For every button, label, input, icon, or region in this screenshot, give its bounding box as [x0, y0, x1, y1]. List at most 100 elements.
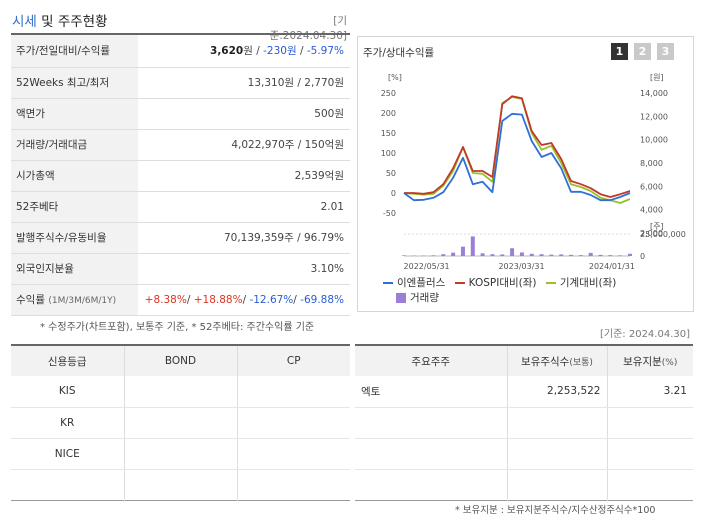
volume-tick-label: 25,000,000: [640, 230, 686, 239]
y-tick-label: 200: [381, 109, 396, 118]
volume-bar: [490, 254, 495, 256]
table-header: 주요주주 보유주식수(보통) 보유지분(%): [355, 345, 693, 376]
chart-tab-1[interactable]: 1: [611, 43, 628, 60]
volume-bar: [529, 253, 534, 256]
y2-tick-label: 4,000: [640, 206, 663, 215]
col-header: CP: [237, 345, 350, 376]
holder-shares: 2,253,522: [507, 376, 608, 408]
price-rate: -5.97%: [306, 45, 344, 58]
volume-bar: [549, 254, 554, 256]
chart-panel: [357, 36, 694, 312]
y2-tick-label: 10,000: [640, 136, 668, 145]
col-header: 주요주주: [355, 345, 508, 376]
row-value: 2.01: [138, 191, 350, 223]
legend-company: 이엔플러스: [383, 276, 445, 291]
y-tick-label: 250: [381, 89, 396, 98]
x-tick-label: 2022/05/31: [404, 262, 450, 271]
table-row: KR: [11, 407, 350, 439]
holder-footnote: * 보유지분 : 보유지분주식수/지수산정주식수*100: [455, 505, 656, 516]
table-row: 외국인지분율 3.10%: [11, 253, 350, 285]
volume-bar: [588, 252, 593, 256]
legend-swatch: [454, 282, 465, 284]
cp-cell: [237, 438, 350, 470]
series-line-1: [404, 95, 631, 198]
volume-bar: [598, 254, 603, 256]
row-label: 발행주식수/유동비율: [11, 222, 138, 254]
row-value: 500원: [138, 98, 350, 130]
legend-swatch: [396, 293, 406, 303]
price-chart: [%] [원] [주] 250 200 150 100 50 0 -50 14,000 12,000 1…: [381, 73, 686, 271]
col-header: BOND: [124, 345, 238, 376]
bond-cell: [124, 469, 238, 500]
table-row: 수익률 (1M/3M/6M/1Y) +8.38%/ +18.88%/ -12.6…: [11, 284, 350, 316]
chart-tab-3[interactable]: 3: [657, 43, 674, 60]
legend-kospi: KOSPI대비(좌): [454, 276, 537, 291]
col-header: 보유지분(%): [607, 345, 693, 376]
holder-pct: [607, 438, 693, 470]
volume-bar: [569, 254, 574, 256]
series-line-2: [403, 96, 631, 204]
price-table: 주가/전일대비/수익률 3,620원 / -230원 / -5.97% 52We…: [11, 35, 350, 316]
cp-cell: [237, 407, 350, 439]
table-row: [355, 438, 693, 470]
y2-tick-label: 14,000: [640, 89, 668, 98]
legend-volume: 거래량: [383, 291, 439, 306]
returns-value: +8.38%/ +18.88%/ -12.67%/ -69.88%: [138, 284, 350, 316]
holder-name: [355, 469, 508, 500]
x-tick-label: 2023/03/31: [498, 262, 544, 271]
chart-tab-2[interactable]: 2: [634, 43, 651, 60]
right-axis-unit: [원]: [650, 73, 664, 82]
table-row: NICE: [11, 438, 350, 470]
legend-machine: 기계대비(좌): [545, 276, 616, 291]
holder-shares: [507, 469, 608, 500]
y2-tick-label: 6,000: [640, 182, 663, 191]
volume-bar: [510, 248, 515, 256]
section-title: 시세 및 주주현황: [12, 14, 108, 30]
major-holders-table: 주요주주 보유주식수(보통) 보유지분(%) 엑토 2,253,522 3.21: [355, 344, 693, 501]
left-axis-unit: [%]: [388, 73, 402, 82]
table-header: 신용등급 BOND CP: [11, 345, 350, 376]
base-date-2: [기준: 2024.04.30]: [600, 329, 691, 340]
volume-bar: [451, 252, 456, 256]
header-divider: [11, 33, 350, 35]
holder-pct: 3.21: [607, 376, 693, 408]
price-change: -230원: [263, 45, 297, 58]
table-row: 52Weeks 최고/최저 13,310원 / 2,770원: [11, 67, 350, 99]
volume-axis-unit: [주]: [650, 222, 664, 231]
cp-cell: [237, 376, 350, 408]
series-line-0: [403, 112, 631, 202]
y-tick-label: 150: [381, 129, 396, 138]
col-header: 신용등급: [11, 345, 125, 376]
legend-swatch: [545, 282, 556, 284]
y-tick-label: -50: [383, 209, 396, 218]
price-footnote: * 수정주가(차트포함), 보통주 기준, * 52주베타: 주간수익률 기준: [40, 322, 315, 333]
credit-rating-table: 신용등급 BOND CP KIS KR NICE: [11, 344, 350, 501]
row-value: 4,022,970주 / 150억원: [138, 129, 350, 161]
volume-bar: [578, 255, 583, 256]
row-value: 2,539억원: [138, 160, 350, 192]
bond-cell: [124, 407, 238, 439]
row-label: 수익률 (1M/3M/6M/1Y): [11, 284, 138, 316]
row-label: 액면가: [11, 98, 138, 130]
volume-bar: [470, 236, 475, 256]
row-label: 외국인지분율: [11, 253, 138, 285]
table-row: 시가총액 2,539억원: [11, 160, 350, 192]
cp-cell: [237, 469, 350, 500]
bond-cell: [124, 376, 238, 408]
x-tick-label: 2024/01/31: [589, 262, 635, 271]
table-row: [355, 407, 693, 439]
volume-bar: [431, 255, 436, 256]
table-row: 52주베타 2.01: [11, 191, 350, 223]
col-header: 보유주식수(보통): [507, 345, 608, 376]
y-tick-label: 100: [381, 149, 396, 158]
volume-bar: [618, 255, 623, 256]
volume-bar: [608, 255, 613, 256]
agency-cell: [11, 469, 125, 500]
table-row: [11, 469, 350, 500]
volume-bar: [480, 253, 485, 256]
row-value: 70,139,359주 / 96.79%: [138, 222, 350, 254]
chart-legend: 이엔플러스 KOSPI대비(좌) 기계대비(좌) 거래량: [383, 276, 693, 306]
holder-shares: [507, 438, 608, 470]
legend-swatch: [383, 282, 393, 284]
volume-bar: [500, 254, 505, 256]
